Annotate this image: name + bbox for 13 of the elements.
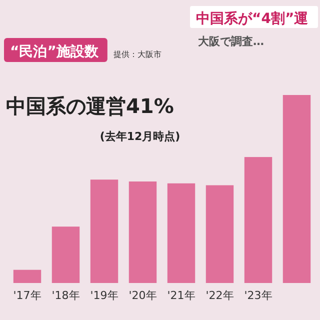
chart-subtitle: 中国系が“4割”運 [196, 10, 310, 27]
chart-title: “民泊”施設数 [10, 44, 100, 60]
x-tick-label: '22年 [206, 289, 234, 302]
annotation: (去年12月時点) [100, 130, 180, 143]
x-tick-label: '23年 [244, 289, 272, 302]
text: 提供：大阪市 [113, 50, 162, 59]
x-tick-label: '20年 [128, 289, 157, 302]
x-tick-label: '21年 [167, 289, 196, 302]
x-tick-label: '19年 [90, 289, 118, 302]
annotation: 中国系の運営41% [6, 94, 174, 118]
x-tick-label: '18年 [52, 289, 80, 302]
x-tick-label: '17年 [13, 289, 42, 302]
text: 大阪で調査… [198, 35, 264, 48]
